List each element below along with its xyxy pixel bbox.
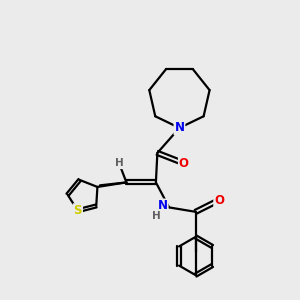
- Text: O: O: [179, 157, 189, 170]
- Text: N: N: [158, 200, 168, 212]
- Text: O: O: [214, 194, 224, 207]
- Text: H: H: [115, 158, 124, 168]
- Text: S: S: [74, 204, 82, 217]
- Text: N: N: [174, 122, 184, 134]
- Text: H: H: [152, 211, 160, 221]
